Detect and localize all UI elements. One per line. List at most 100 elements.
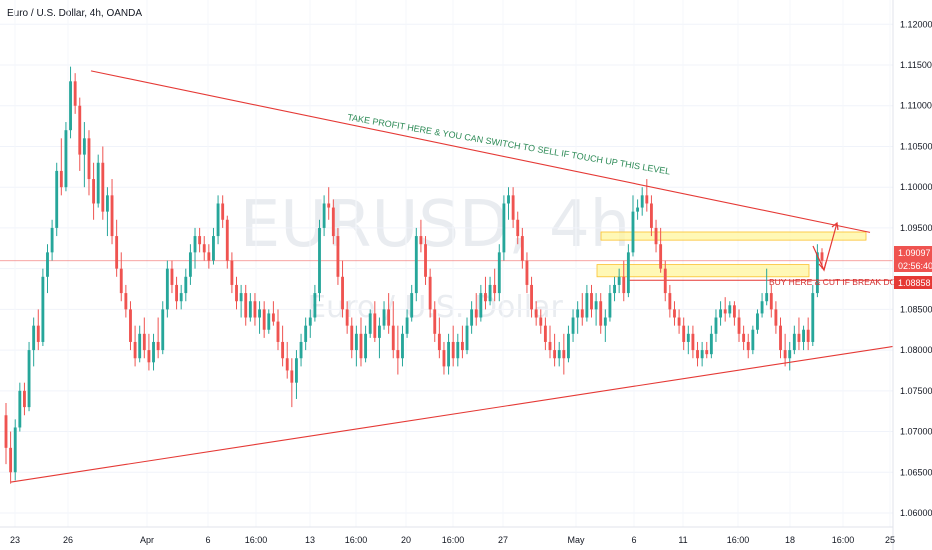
candle-body — [709, 333, 713, 355]
arrows — [812, 221, 839, 272]
candle-body — [488, 284, 492, 302]
candle-body — [769, 293, 773, 310]
candle-body — [165, 268, 169, 310]
candle-body — [156, 341, 160, 351]
candle-body — [129, 309, 132, 342]
candle-body — [696, 350, 699, 359]
price-tick-label: 1.06500 — [900, 467, 932, 477]
candle-body — [354, 333, 358, 351]
candle-body — [262, 309, 266, 330]
candle-body — [124, 293, 128, 310]
candle-body — [318, 227, 321, 294]
candle-body — [456, 341, 460, 359]
candle-body — [78, 105, 82, 155]
candle-body — [756, 313, 759, 330]
candle-body — [387, 309, 391, 326]
candle-body — [622, 276, 626, 294]
time-tick-label: 6 — [631, 535, 636, 545]
candle-body — [212, 236, 215, 261]
candle-body — [46, 252, 49, 277]
candle-body — [534, 309, 538, 318]
candles — [4, 66, 824, 484]
price-tick-label: 1.06000 — [900, 508, 932, 518]
time-axis[interactable]: 23 26 Apr 6 16:00 13 16:00 20 16:00 27 May 6 11 16:00… — [10, 535, 895, 545]
candle-body — [368, 313, 372, 334]
candle-body — [779, 325, 782, 351]
candle-body — [336, 236, 340, 277]
time-tick-label: 26 — [63, 535, 73, 545]
candle-body — [700, 350, 704, 359]
last-price-label: 1.09097 — [898, 248, 931, 258]
candle-body — [179, 293, 183, 302]
candle-body — [9, 447, 13, 473]
candle-body — [327, 203, 331, 208]
candle-body — [133, 341, 137, 359]
time-tick-label: 6 — [205, 535, 210, 545]
candle-body — [774, 309, 778, 326]
candle-body — [410, 293, 414, 318]
candle-body — [433, 309, 437, 334]
candle-body — [248, 301, 252, 318]
candle-body — [295, 358, 298, 383]
candle-body — [18, 390, 22, 428]
candle-body — [207, 252, 211, 261]
candle-body — [405, 317, 409, 334]
price-tick-label: 1.10000 — [900, 182, 932, 192]
countdown-label: 02:56:40 — [898, 261, 932, 271]
candle-body — [105, 195, 109, 212]
candle-body — [64, 130, 68, 188]
level-price-label: 1.08858 — [898, 278, 931, 288]
candle-body — [414, 236, 418, 294]
candle-body — [820, 252, 824, 261]
candle-body — [645, 195, 649, 204]
candle-body — [557, 350, 561, 359]
candle-body — [691, 333, 695, 351]
candle-body — [626, 252, 630, 294]
candle-body — [364, 333, 368, 359]
candle-body — [193, 236, 197, 253]
candle-body — [373, 313, 377, 338]
price-badges: 1.09097 02:56:40 1.08858 — [894, 246, 932, 289]
candle-body — [497, 252, 501, 294]
candle-body — [682, 325, 686, 342]
candle-body — [737, 317, 741, 334]
watermark-symbol: EURUSD, 4h — [240, 188, 630, 262]
price-tick-label: 1.08500 — [900, 304, 932, 314]
candle-body — [585, 293, 589, 318]
candle-body — [788, 350, 792, 359]
candle-body — [673, 309, 676, 318]
candle-body — [474, 309, 478, 318]
candle-body — [567, 333, 570, 359]
candle-body — [668, 293, 672, 310]
candle-body — [594, 301, 598, 310]
candle-body — [553, 350, 557, 359]
candle-body — [520, 236, 524, 261]
candle-body — [110, 195, 114, 237]
candle-body — [419, 236, 423, 245]
candle-body — [382, 309, 386, 326]
buy-here-annotation: BUY HERE & CUT IF BREAK DOWN — [769, 277, 910, 287]
candle-body — [654, 227, 658, 245]
candle-body — [391, 325, 395, 351]
candle-body — [188, 252, 192, 277]
resistance-zone — [596, 264, 810, 278]
candle-body — [175, 284, 179, 302]
candle-body — [543, 325, 547, 342]
axes — [0, 0, 894, 550]
candle-body — [571, 317, 575, 334]
candle-body — [4, 415, 8, 448]
time-tick-label: 23 — [10, 535, 20, 545]
candle-body — [783, 350, 787, 359]
time-tick-label: 27 — [498, 535, 508, 545]
candle-body — [239, 293, 243, 302]
candle-body — [82, 138, 86, 155]
candle-body — [437, 333, 441, 351]
price-tick-label: 1.07500 — [900, 386, 932, 396]
price-tick-label: 1.12000 — [900, 19, 932, 29]
candle-body — [442, 350, 446, 367]
time-tick-label: 18 — [785, 535, 795, 545]
candle-body — [258, 309, 261, 318]
time-tick-label: 16:00 — [245, 535, 268, 545]
candle-body — [308, 317, 312, 326]
